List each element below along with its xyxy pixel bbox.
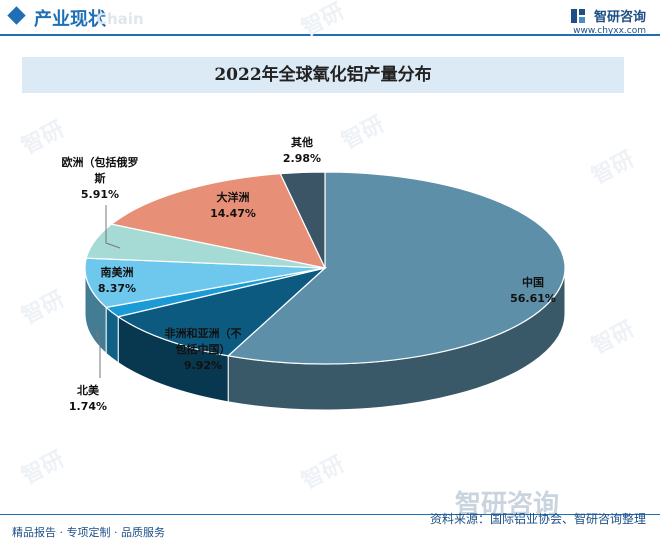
footer-tagline: 精品报告 · 专项定制 · 品质服务 — [12, 526, 165, 539]
slice-label: 其他 2.98% — [283, 135, 321, 165]
section-title: 产业现状 — [34, 9, 106, 30]
page-header: 产业现状 Chain 智研咨询 www.chyxx.com — [0, 0, 660, 36]
header-divider — [0, 34, 660, 36]
slice-label: 北美 1.74% — [69, 383, 107, 413]
slice-label: 欧洲（包括俄罗斯 5.91% — [62, 155, 139, 201]
footer-logo: 智研咨询 — [455, 490, 560, 520]
brand-url: www.chyxx.com — [573, 26, 646, 36]
chart-title: 2022年全球氧化铝产量分布 — [22, 57, 624, 93]
footer-divider — [0, 514, 660, 515]
brand-block: 智研咨询 www.chyxx.com — [570, 5, 646, 36]
slice-label: 南美洲 8.37% — [98, 265, 136, 295]
slice-label: 非洲和亚洲（不包括中国） 9.92% — [165, 326, 242, 372]
brand-logo-icon — [570, 8, 585, 23]
leader-line — [95, 329, 101, 378]
data-source: 资料来源：国际铝业协会、智研咨询整理 — [429, 512, 646, 526]
pie-slice — [110, 173, 327, 269]
pie-slice — [116, 266, 328, 357]
pie-slice — [84, 257, 326, 309]
pie-slice — [226, 171, 566, 365]
slice-label: 大洋洲 14.47% — [210, 190, 256, 220]
pie-slice — [279, 171, 326, 269]
leader-line — [105, 205, 121, 249]
ghost-subtitle: Chain — [96, 10, 144, 28]
brand-name: 智研咨询 — [593, 10, 646, 25]
slice-label: 中国 56.61% — [510, 275, 556, 305]
